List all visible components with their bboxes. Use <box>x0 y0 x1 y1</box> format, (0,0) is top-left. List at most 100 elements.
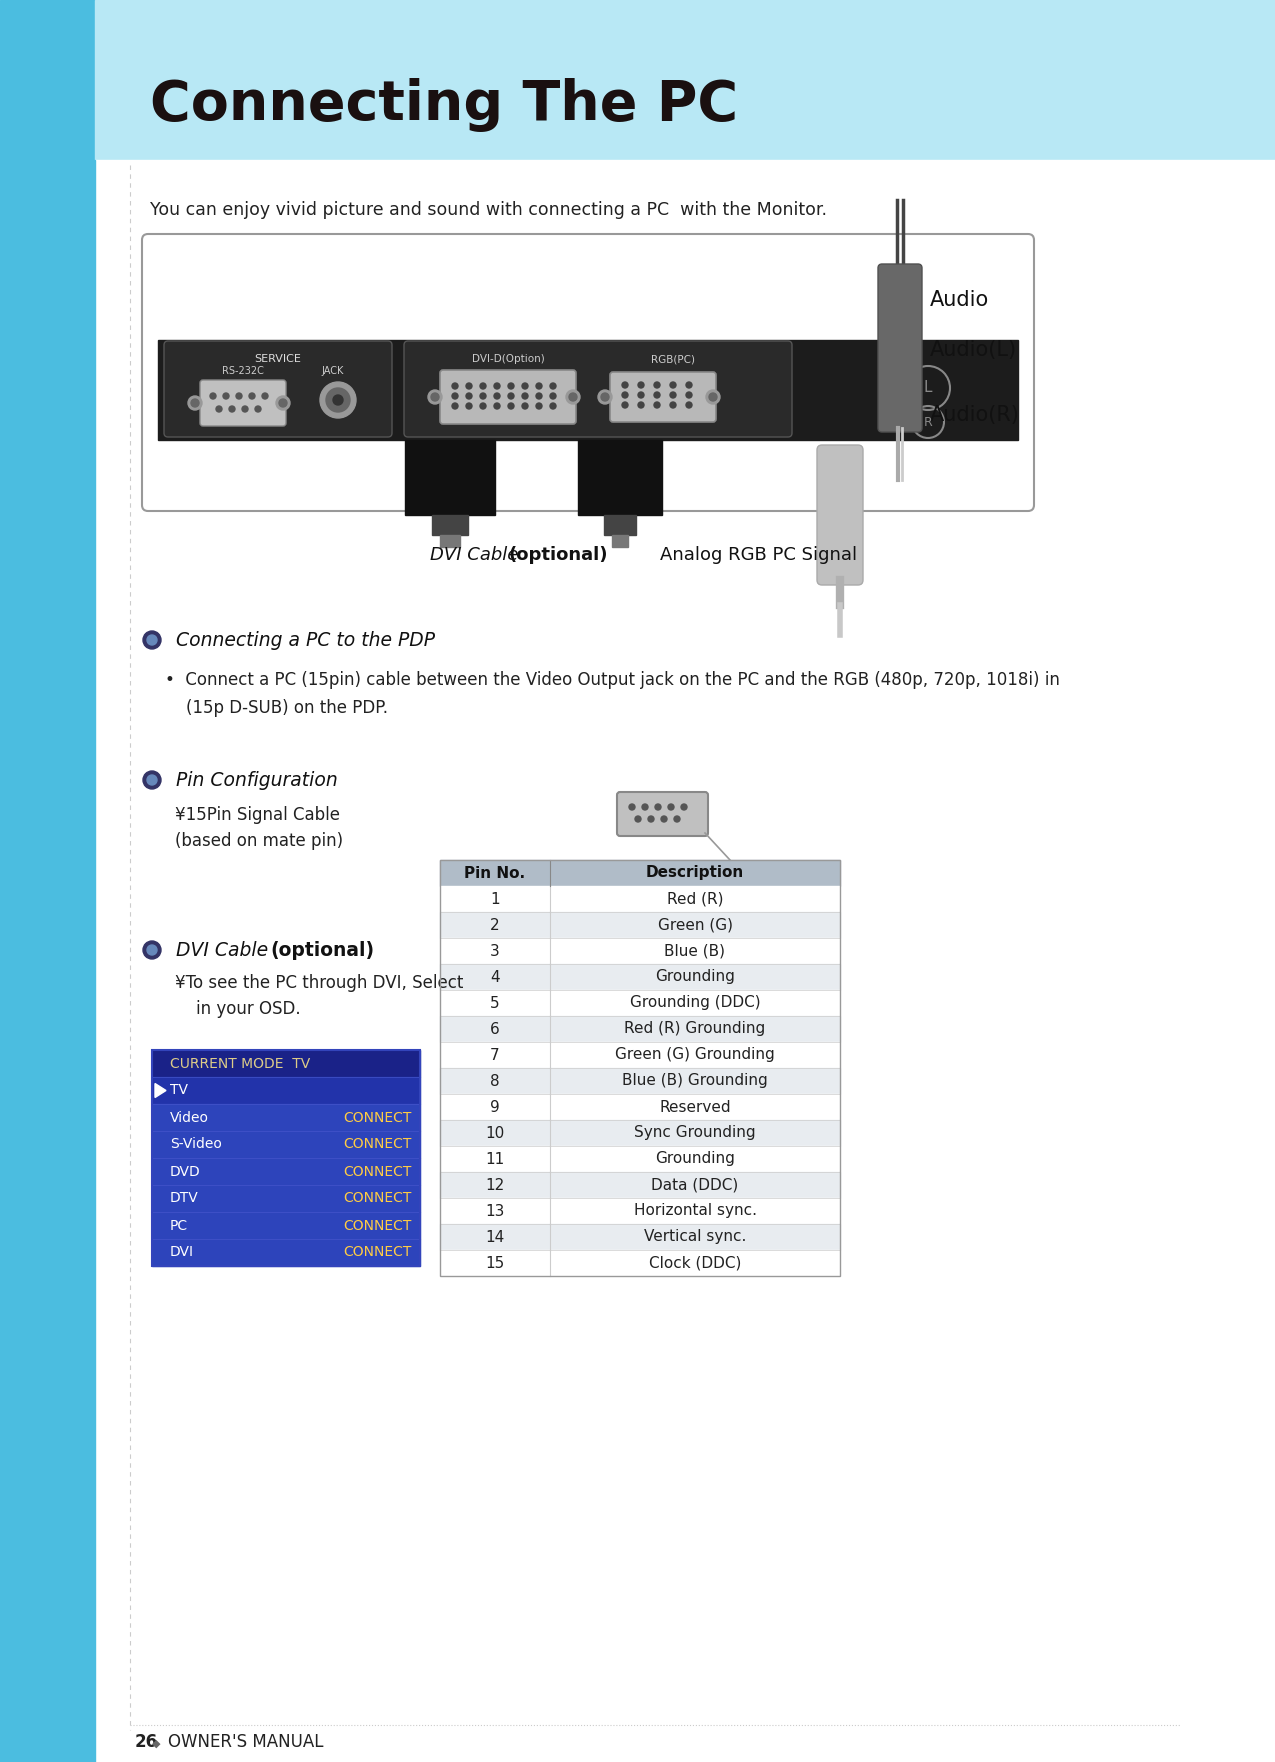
FancyBboxPatch shape <box>609 372 717 423</box>
Circle shape <box>648 816 654 823</box>
Bar <box>152 1105 419 1131</box>
Bar <box>440 913 840 937</box>
Circle shape <box>147 775 157 786</box>
Bar <box>432 515 468 536</box>
Text: 12: 12 <box>486 1177 505 1193</box>
Circle shape <box>215 405 222 412</box>
Circle shape <box>279 398 287 407</box>
Text: DVI Cable: DVI Cable <box>430 546 524 564</box>
Circle shape <box>479 393 486 398</box>
Circle shape <box>550 403 556 409</box>
Circle shape <box>622 402 629 409</box>
Circle shape <box>521 382 528 389</box>
Text: Grounding: Grounding <box>655 1152 734 1166</box>
Circle shape <box>669 382 676 388</box>
Text: 1: 1 <box>490 892 500 906</box>
Bar <box>440 1198 840 1225</box>
Text: Blue (B) Grounding: Blue (B) Grounding <box>622 1073 768 1089</box>
Circle shape <box>638 402 644 409</box>
Circle shape <box>635 816 641 823</box>
Text: Grounding: Grounding <box>655 969 734 985</box>
Circle shape <box>669 402 676 409</box>
Circle shape <box>521 403 528 409</box>
Circle shape <box>536 382 542 389</box>
Bar <box>440 886 840 913</box>
Circle shape <box>550 393 556 398</box>
Text: 10: 10 <box>486 1126 505 1140</box>
Circle shape <box>550 382 556 389</box>
Text: Video: Video <box>170 1110 209 1124</box>
Bar <box>152 1050 419 1267</box>
Bar <box>152 1050 419 1267</box>
Text: Connecting The PC: Connecting The PC <box>150 78 738 132</box>
Text: You can enjoy vivid picture and sound with connecting a PC  with the Monitor.: You can enjoy vivid picture and sound wi… <box>150 201 827 218</box>
Text: 4: 4 <box>490 969 500 985</box>
Circle shape <box>654 382 660 388</box>
Text: 8: 8 <box>490 1073 500 1089</box>
Bar <box>440 937 840 964</box>
Text: CONNECT: CONNECT <box>344 1165 412 1179</box>
Circle shape <box>622 382 629 388</box>
Text: RS-232C: RS-232C <box>222 366 264 375</box>
Circle shape <box>320 382 356 418</box>
Bar <box>152 1131 419 1158</box>
Bar <box>152 1050 419 1077</box>
Circle shape <box>686 382 692 388</box>
Circle shape <box>479 382 486 389</box>
Text: Connecting a PC to the PDP: Connecting a PC to the PDP <box>170 631 435 650</box>
Circle shape <box>465 393 472 398</box>
Circle shape <box>465 382 472 389</box>
Circle shape <box>453 382 458 389</box>
Text: CONNECT: CONNECT <box>344 1191 412 1205</box>
Text: 15: 15 <box>486 1256 505 1270</box>
Circle shape <box>629 803 635 811</box>
Circle shape <box>536 393 542 398</box>
Text: DTV: DTV <box>170 1191 199 1205</box>
Text: 2: 2 <box>490 918 500 932</box>
Circle shape <box>601 393 609 402</box>
Text: L: L <box>924 381 932 395</box>
Text: 6: 6 <box>490 1022 500 1036</box>
Text: TV: TV <box>170 1084 187 1098</box>
Text: Pin Configuration: Pin Configuration <box>170 770 338 789</box>
Circle shape <box>236 393 242 398</box>
Text: Green (G) Grounding: Green (G) Grounding <box>615 1047 775 1062</box>
Circle shape <box>709 393 717 402</box>
Text: 14: 14 <box>486 1230 505 1244</box>
Circle shape <box>143 772 161 789</box>
Circle shape <box>249 393 255 398</box>
Text: Audio(R): Audio(R) <box>929 405 1020 425</box>
Circle shape <box>275 396 289 411</box>
Circle shape <box>493 393 500 398</box>
Bar <box>158 340 1017 440</box>
Bar <box>578 440 662 515</box>
Text: (15p D-SUB) on the PDP.: (15p D-SUB) on the PDP. <box>164 700 388 717</box>
Text: CURRENT MODE  TV: CURRENT MODE TV <box>170 1057 310 1071</box>
Circle shape <box>191 398 199 407</box>
Text: AUDIO: AUDIO <box>881 352 915 363</box>
Text: JACK: JACK <box>321 366 344 375</box>
Circle shape <box>521 393 528 398</box>
FancyBboxPatch shape <box>142 234 1034 511</box>
Circle shape <box>143 631 161 648</box>
Bar <box>405 440 495 515</box>
Text: Pin No.: Pin No. <box>464 865 525 881</box>
Circle shape <box>655 803 660 811</box>
Text: 7: 7 <box>490 1047 500 1062</box>
Circle shape <box>638 382 644 388</box>
Circle shape <box>210 393 215 398</box>
Text: Data (DDC): Data (DDC) <box>652 1177 738 1193</box>
Bar <box>152 1186 419 1212</box>
Bar <box>152 1158 419 1186</box>
Circle shape <box>566 389 580 403</box>
FancyBboxPatch shape <box>164 342 391 437</box>
Circle shape <box>536 403 542 409</box>
FancyBboxPatch shape <box>617 791 708 835</box>
Circle shape <box>668 803 674 811</box>
Circle shape <box>428 389 442 403</box>
Circle shape <box>674 816 680 823</box>
Text: (optional): (optional) <box>270 941 374 960</box>
Bar <box>612 536 629 546</box>
Text: 5: 5 <box>490 996 500 1010</box>
Bar <box>152 1239 419 1267</box>
